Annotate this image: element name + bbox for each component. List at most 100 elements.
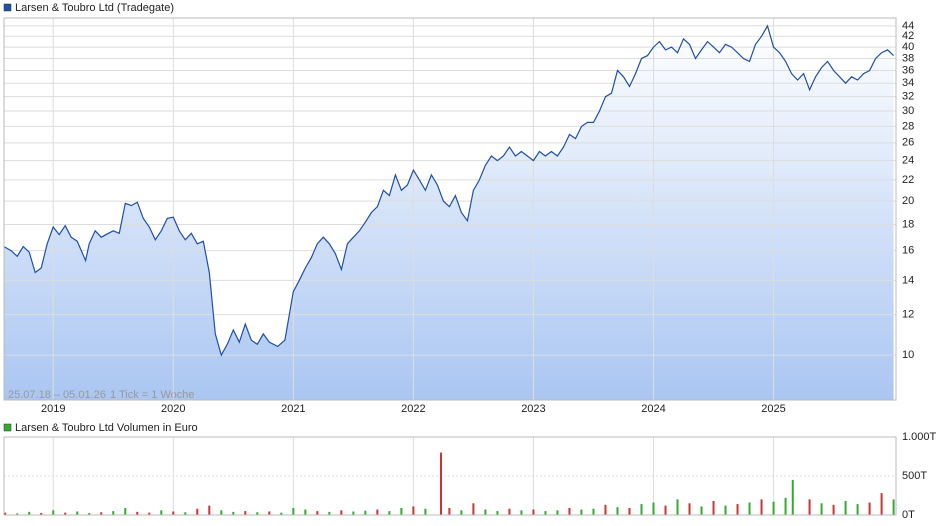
volume-bar (388, 511, 391, 515)
volume-bar (100, 512, 103, 515)
y-tick-label: 14 (902, 274, 914, 286)
y-tick-label: 500T (902, 470, 927, 482)
volume-bar (412, 506, 415, 515)
y-tick-label: 32 (902, 91, 914, 103)
volume-bar (256, 512, 259, 515)
volume-bar (160, 510, 163, 515)
volume-bar (592, 508, 595, 515)
volume-bar (844, 500, 847, 515)
volume-bar (880, 493, 883, 515)
volume-bar (208, 505, 211, 515)
volume-bar (136, 511, 139, 515)
legend-swatch (3, 3, 12, 12)
volume-bar (868, 502, 871, 515)
volume-bar (184, 512, 187, 515)
x-tick-label: 2022 (401, 403, 425, 415)
x-tick-label: 2019 (41, 403, 65, 415)
volume-bar (604, 504, 607, 515)
volume-bar (556, 510, 559, 515)
y-tick-label: 44 (902, 20, 914, 32)
volume-bar (628, 507, 631, 515)
chart-title: Larsen & Toubro Ltd (Tradegate) (15, 2, 174, 14)
y-tick-label: 22 (902, 174, 914, 186)
volume-bar (28, 511, 31, 515)
y-tick-label: 12 (902, 308, 914, 320)
volume-bar (439, 452, 442, 515)
volume-bar (724, 505, 727, 515)
volume-bar (544, 511, 547, 515)
volume-bar (232, 511, 235, 515)
tick-info: 1 Tick = 1 Woche (110, 389, 194, 401)
volume-bar (280, 512, 283, 515)
volume-bar (616, 507, 619, 515)
y-tick-label: 40 (902, 41, 914, 53)
y-tick-label: 16 (902, 245, 914, 257)
volume-bar (760, 499, 763, 515)
plot-frame (3, 436, 897, 516)
volume-bar (52, 510, 55, 515)
volume-bar (172, 511, 175, 515)
x-tick-label: 2024 (641, 403, 665, 415)
volume-bar (424, 508, 427, 515)
volume-bar (364, 510, 367, 515)
volume-bar (244, 511, 247, 515)
volume-bar (508, 508, 511, 515)
y-tick-label: 30 (902, 105, 914, 117)
volume-bar (316, 511, 319, 515)
volume-bar (220, 510, 223, 515)
volume-bar (4, 512, 7, 515)
volume-bar (791, 479, 794, 515)
price-line (3, 24, 895, 357)
volume-bar (808, 499, 811, 515)
volume-bar (580, 509, 583, 515)
volume-bar (76, 511, 79, 515)
volume-bar (532, 509, 535, 515)
x-tick-label: 2021 (281, 403, 305, 415)
x-tick-label: 2025 (761, 403, 785, 415)
volume-bar (520, 510, 523, 515)
volume-bar (40, 513, 43, 515)
volume-bar (448, 507, 451, 515)
volume-bar (328, 511, 331, 515)
y-tick-label: 34 (902, 77, 914, 89)
y-tick-label: 38 (902, 52, 914, 64)
volume-bar (496, 511, 499, 515)
area (4, 25, 894, 401)
volume-bar (304, 509, 307, 515)
volume-bar (712, 500, 715, 515)
volume-bar (748, 502, 751, 515)
volume-bar (736, 504, 739, 515)
y-tick-label: 20 (902, 195, 914, 207)
volume-bar (16, 513, 19, 515)
volume-bar (772, 501, 775, 515)
y-tick-label: 1.000T (902, 431, 937, 443)
legend-swatch (3, 423, 12, 432)
y-tick-label: 36 (902, 64, 914, 76)
volume-bar (676, 499, 679, 515)
volume-bar (700, 506, 703, 515)
volume-bar (472, 503, 475, 515)
x-tick-label: 2023 (521, 403, 545, 415)
volume-bar (340, 510, 343, 515)
volume-bar (124, 507, 127, 515)
volume-bar (892, 499, 895, 515)
chart-title: Larsen & Toubro Ltd Volumen in Euro (15, 422, 198, 434)
volume-bar (268, 511, 271, 515)
volume-bar (688, 503, 691, 515)
volume-bar (196, 508, 199, 515)
volume-bar (856, 504, 859, 515)
y-tick-label: 0T (902, 509, 915, 521)
volume-bar (652, 502, 655, 515)
volume-bar (400, 507, 403, 515)
y-tick-label: 18 (902, 218, 914, 230)
volume-bar (148, 512, 151, 515)
y-tick-label: 42 (902, 30, 914, 42)
volume-bar (352, 511, 355, 515)
volume-bar (64, 512, 67, 515)
volume-bar (484, 509, 487, 515)
volume-bar (112, 511, 115, 515)
y-tick-label: 26 (902, 137, 914, 149)
volume-bar (664, 505, 667, 515)
volume-bar (460, 510, 463, 515)
